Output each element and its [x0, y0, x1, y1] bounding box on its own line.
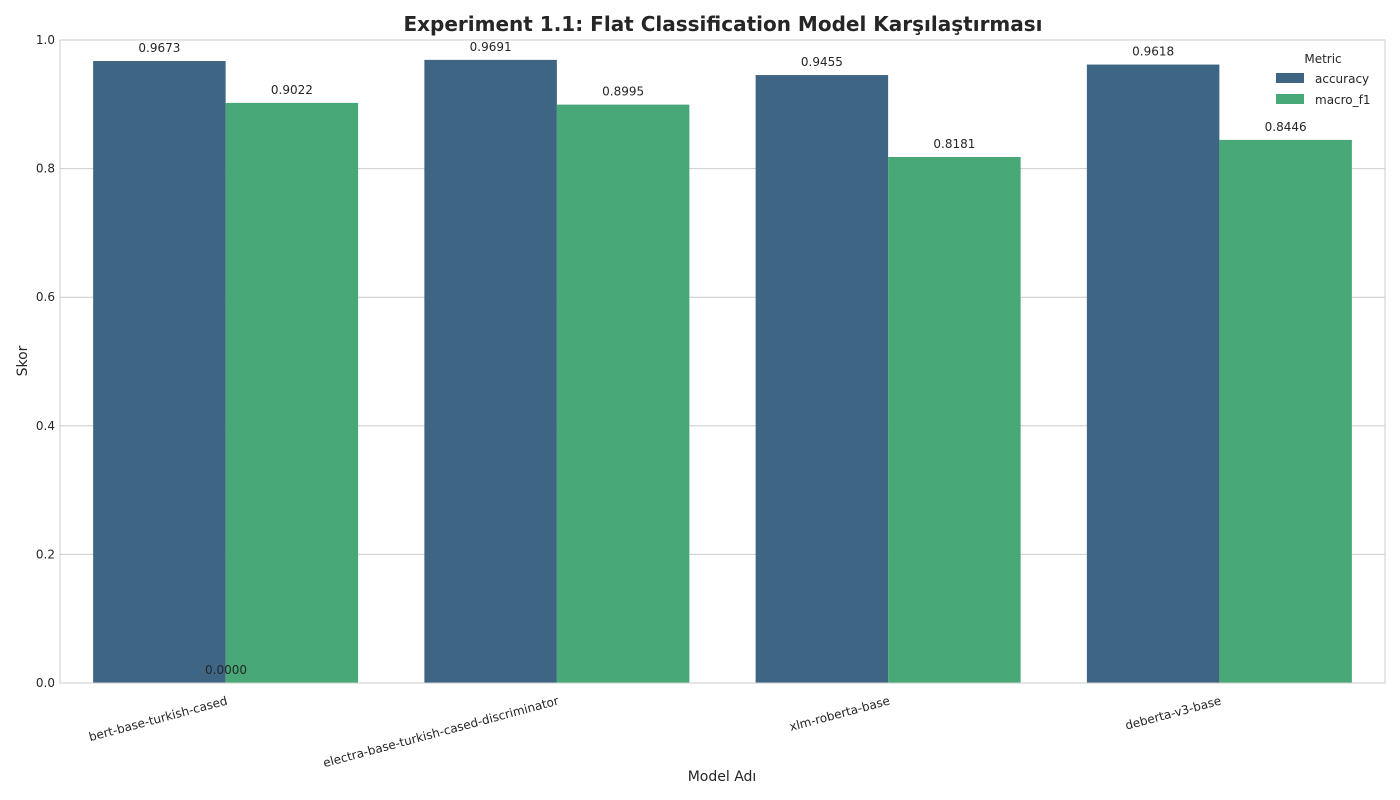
legend-swatch-macro_f1 — [1276, 94, 1304, 104]
y-tick-label: 1.0 — [36, 33, 55, 47]
legend-swatch-accuracy — [1276, 73, 1304, 83]
bar-accuracy — [755, 75, 889, 683]
bar-macro_f1 — [556, 104, 690, 683]
y-tick-labels: 0.0 0.2 0.4 0.6 0.8 1.0 — [36, 33, 55, 690]
y-axis-label: Skor — [15, 345, 31, 376]
y-tick-label: 0.8 — [36, 162, 55, 176]
bar-macro_f1 — [225, 102, 359, 684]
zero-annotation: 0.0000 — [205, 663, 247, 677]
data-label: 0.8995 — [602, 85, 644, 99]
bar-macro_f1 — [888, 156, 1021, 684]
legend-title: Metric — [1304, 52, 1341, 66]
y-tick-label: 0.6 — [36, 290, 55, 304]
bars — [93, 59, 1352, 684]
bar-accuracy — [1086, 64, 1220, 683]
y-tick-label: 0.2 — [36, 547, 55, 561]
x-axis-label: Model Adı — [688, 769, 757, 785]
y-tick-label: 0.4 — [36, 419, 55, 433]
legend: Metric accuracy macro_f1 — [1276, 52, 1371, 107]
data-label: 0.9673 — [138, 41, 180, 55]
bar-macro_f1 — [1219, 139, 1352, 684]
y-tick-label: 0.0 — [36, 676, 55, 690]
data-label: 0.9022 — [271, 83, 313, 97]
plot-frame — [59, 39, 1386, 684]
legend-label-macro_f1: macro_f1 — [1315, 93, 1371, 107]
data-label: 0.8181 — [933, 137, 975, 151]
data-label: 0.9691 — [470, 40, 512, 54]
chart-title: Experiment 1.1: Flat Classification Mode… — [403, 12, 1042, 36]
bar-accuracy — [424, 59, 557, 683]
data-label: 0.8446 — [1265, 120, 1307, 134]
data-label: 0.9618 — [1132, 45, 1174, 59]
legend-label-accuracy: accuracy — [1315, 72, 1369, 86]
data-label: 0.9455 — [801, 55, 843, 69]
data-labels: 0.9673 0.9022 0.9691 0.8995 0.9455 0.8181 0.96… — [138, 40, 1306, 151]
bar-accuracy — [93, 61, 226, 683]
